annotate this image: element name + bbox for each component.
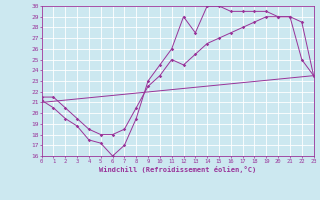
X-axis label: Windchill (Refroidissement éolien,°C): Windchill (Refroidissement éolien,°C)	[99, 166, 256, 173]
